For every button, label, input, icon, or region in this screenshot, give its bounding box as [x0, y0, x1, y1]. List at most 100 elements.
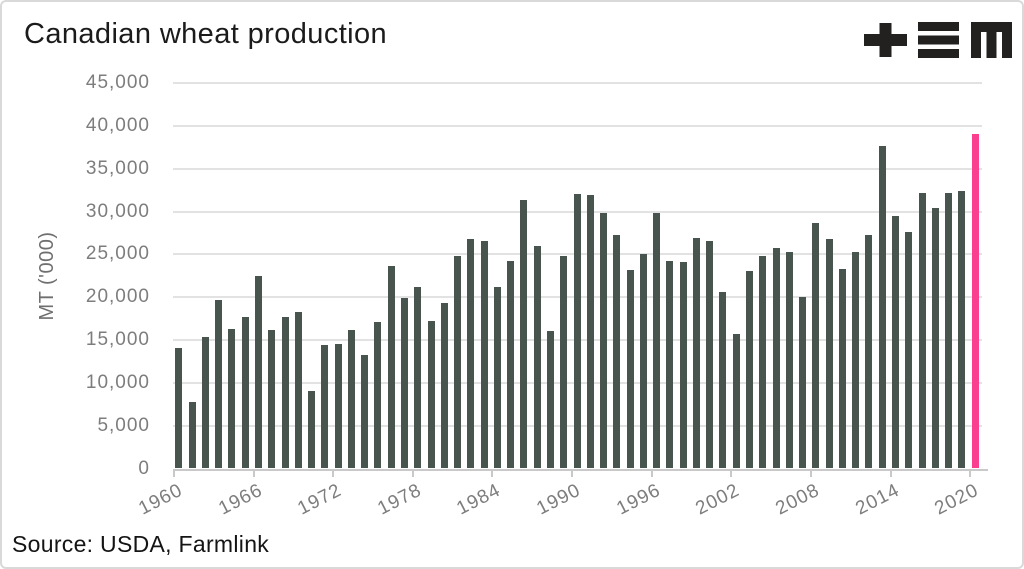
bar	[387, 266, 395, 469]
bar	[533, 245, 541, 469]
x-tick-label: 1960	[135, 479, 187, 520]
bar	[931, 208, 939, 469]
bar	[546, 331, 554, 469]
bar	[480, 241, 488, 469]
x-tick-label: 1978	[374, 479, 426, 520]
bar	[467, 238, 475, 469]
y-tick-label: 0	[138, 457, 150, 479]
x-tick	[491, 470, 494, 477]
y-tick-label: 20,000	[85, 286, 150, 308]
bar	[639, 254, 647, 469]
gridline	[172, 82, 982, 84]
y-tick-label: 35,000	[85, 157, 150, 179]
chart-title: Canadian wheat production	[24, 18, 388, 50]
bar	[825, 238, 833, 469]
y-tick-label: 25,000	[85, 243, 150, 265]
x-tick-label: 1966	[214, 479, 266, 520]
x-tick	[252, 470, 255, 477]
bar	[759, 256, 767, 469]
x-tick-label: 2020	[931, 479, 983, 520]
bar	[493, 286, 501, 469]
bar	[573, 193, 581, 469]
bar	[666, 260, 674, 469]
bar	[600, 212, 608, 469]
bar	[454, 256, 462, 469]
bar	[215, 299, 223, 469]
bar	[812, 223, 820, 469]
gridline	[172, 167, 982, 170]
x-axis-line	[172, 468, 988, 471]
x-tick	[730, 470, 733, 477]
bar	[255, 275, 263, 469]
y-tick-label: 5,000	[97, 414, 150, 436]
bar	[188, 402, 196, 469]
bar	[799, 296, 807, 469]
bar	[400, 298, 408, 469]
highlight-bar	[971, 134, 979, 469]
bar	[281, 316, 289, 469]
bar	[361, 354, 369, 469]
y-tick-label: 40,000	[85, 114, 150, 136]
bar	[838, 268, 846, 469]
x-tick-label: 1984	[453, 479, 505, 520]
x-tick	[411, 470, 414, 477]
bar	[692, 238, 700, 469]
bar	[918, 193, 926, 469]
bar	[175, 347, 183, 469]
y-axis-label: MT ('000)	[36, 231, 58, 321]
y-tick-label: 10,000	[85, 371, 150, 393]
bar	[201, 336, 209, 469]
y-tick-label: 30,000	[85, 200, 150, 222]
bar	[440, 303, 448, 469]
bar	[732, 334, 740, 469]
equals-icon	[918, 22, 959, 58]
bar	[268, 330, 276, 469]
bar	[294, 311, 302, 469]
bar	[241, 317, 249, 469]
plus-icon	[864, 23, 907, 57]
bar	[719, 292, 727, 469]
x-tick	[173, 470, 175, 477]
bar	[520, 199, 528, 469]
bar	[852, 251, 860, 469]
bar	[958, 191, 966, 469]
m-glyph-icon	[971, 22, 1012, 58]
bar	[679, 262, 687, 469]
brand-logo	[864, 22, 1012, 58]
bar	[878, 146, 886, 469]
bar	[334, 344, 342, 469]
bar	[228, 328, 236, 469]
x-tick	[650, 470, 653, 477]
x-tick	[969, 470, 972, 477]
x-tick	[809, 470, 812, 477]
x-tick	[571, 470, 574, 477]
bar	[374, 322, 382, 469]
bar	[308, 391, 316, 469]
x-tick-label: 2008	[772, 479, 824, 520]
bar	[626, 270, 634, 469]
bar	[427, 321, 435, 469]
y-tick-label: 15,000	[85, 329, 150, 350]
bar	[507, 260, 515, 469]
bar	[945, 192, 953, 469]
x-tick-label: 2014	[851, 479, 903, 520]
bar	[414, 287, 422, 469]
bar	[785, 252, 793, 469]
gridline	[172, 124, 982, 127]
x-tick-label: 2002	[692, 479, 744, 520]
source-caption: Source: USDA, Farmlink	[12, 531, 270, 557]
bar	[891, 216, 899, 469]
bar	[613, 235, 621, 469]
y-tick-label: 45,000	[85, 72, 150, 93]
x-tick	[889, 470, 892, 477]
x-tick-label: 1996	[613, 479, 664, 520]
bar	[653, 213, 661, 469]
bar	[746, 271, 753, 469]
x-tick-label: 1990	[533, 479, 585, 520]
bar	[347, 330, 355, 469]
bar	[706, 241, 714, 469]
x-tick	[332, 470, 335, 477]
bar	[905, 232, 913, 469]
bar	[865, 235, 873, 469]
